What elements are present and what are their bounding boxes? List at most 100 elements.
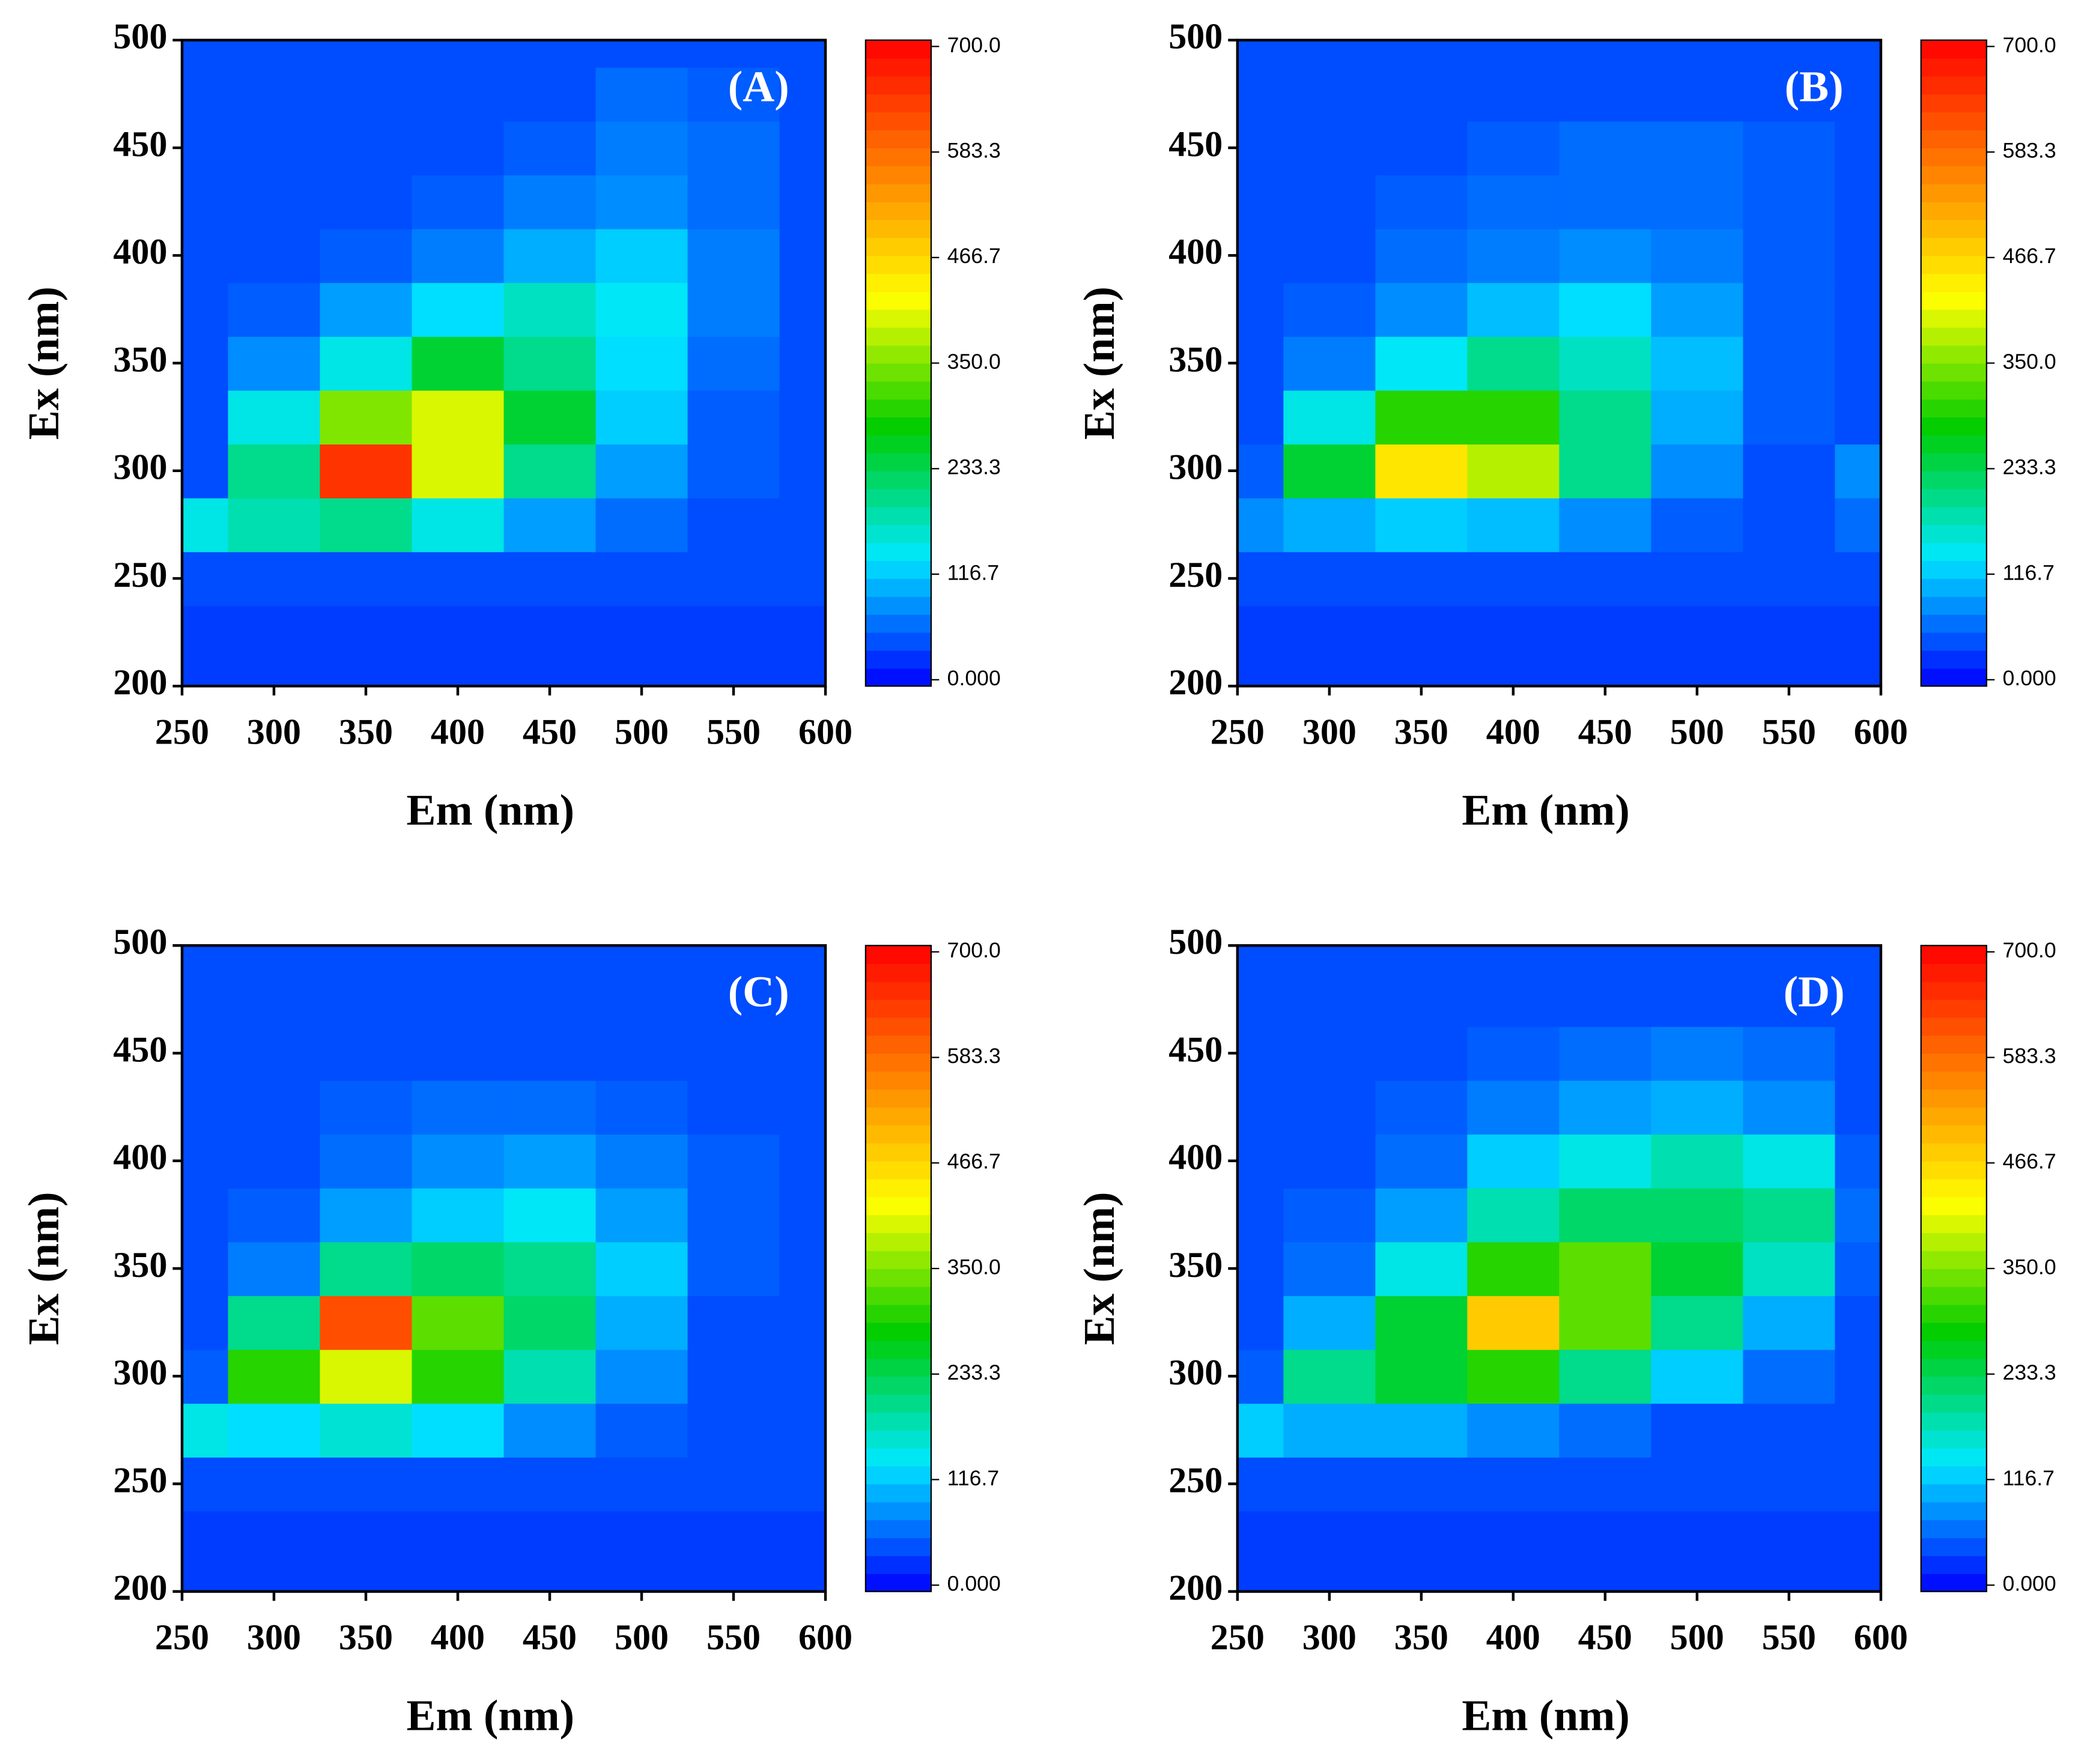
heat-cell bbox=[412, 1403, 505, 1458]
heat-cell bbox=[1835, 390, 1882, 445]
heat-cell bbox=[687, 1456, 780, 1512]
heat-cell bbox=[1467, 1026, 1560, 1081]
heat-cell bbox=[595, 1241, 688, 1296]
y-tick-label: 300 bbox=[1168, 1353, 1223, 1393]
heat-cell bbox=[1835, 174, 1882, 229]
y-tick-label: 300 bbox=[113, 1353, 167, 1393]
heat-cell bbox=[228, 390, 321, 445]
heat-cell bbox=[1283, 972, 1376, 1027]
heat-cell bbox=[412, 1511, 505, 1566]
heat-cell bbox=[228, 1133, 321, 1189]
colorbar-band bbox=[1921, 1250, 1987, 1269]
heat-cell bbox=[1467, 40, 1560, 68]
colorbar-band bbox=[865, 981, 931, 1000]
heat-cell bbox=[320, 497, 413, 553]
heat-cell bbox=[412, 605, 505, 660]
heat-cell bbox=[503, 1349, 597, 1404]
heat-cell bbox=[1467, 336, 1560, 391]
x-tick-label: 250 bbox=[155, 1617, 209, 1658]
colorbar-band bbox=[1921, 1268, 1987, 1287]
heat-cell bbox=[412, 1241, 505, 1296]
x-tick-label: 500 bbox=[615, 1617, 669, 1658]
heat-cell bbox=[182, 1564, 229, 1592]
heat-cell bbox=[182, 1241, 229, 1296]
heat-cell bbox=[182, 228, 229, 283]
x-axis-title: Em (nm) bbox=[1462, 1691, 1630, 1739]
heat-cell bbox=[182, 551, 229, 606]
heat-cell bbox=[1283, 228, 1376, 283]
heat-cell bbox=[779, 228, 827, 283]
x-axis-title: Em (nm) bbox=[406, 786, 574, 834]
heat-cell bbox=[182, 1080, 229, 1135]
heat-cell bbox=[779, 497, 827, 553]
heat-cell bbox=[595, 174, 688, 229]
colorbar-band bbox=[1921, 345, 1987, 364]
heat-cell bbox=[1283, 497, 1376, 553]
heat-cell bbox=[503, 945, 597, 974]
heat-cell bbox=[182, 443, 229, 499]
heat-cell bbox=[320, 605, 413, 660]
heat-cell bbox=[687, 1080, 780, 1135]
heat-cell bbox=[320, 1564, 413, 1592]
x-tick-label: 250 bbox=[155, 712, 209, 752]
y-tick-label: 300 bbox=[1168, 447, 1223, 488]
heat-cell bbox=[412, 1080, 505, 1135]
colorbar-band bbox=[865, 963, 931, 982]
heat-cell bbox=[228, 1564, 321, 1592]
heat-cell bbox=[1559, 1349, 1652, 1404]
heat-cell bbox=[595, 1133, 688, 1189]
heat-cell bbox=[1237, 1026, 1284, 1081]
heat-cell bbox=[1835, 1133, 1882, 1189]
heat-cell bbox=[1467, 551, 1560, 606]
colorbar-band bbox=[865, 1412, 931, 1431]
heat-cell bbox=[182, 659, 229, 687]
x-tick-label: 300 bbox=[1302, 1617, 1356, 1658]
heat-cell bbox=[503, 972, 597, 1027]
heat-cell bbox=[1559, 1241, 1652, 1296]
y-tick-label: 250 bbox=[1168, 1460, 1223, 1500]
heat-cell bbox=[687, 1187, 780, 1243]
heat-cell bbox=[1283, 1511, 1376, 1566]
heat-cell bbox=[1375, 1511, 1468, 1566]
heat-cell bbox=[1835, 1187, 1882, 1243]
colorbar-band bbox=[865, 632, 931, 651]
colorbar-band bbox=[865, 435, 931, 453]
heat-cell bbox=[1651, 497, 1744, 553]
heat-cell bbox=[228, 1080, 321, 1135]
heat-cell bbox=[1559, 390, 1652, 445]
colorbar-band bbox=[865, 94, 931, 113]
y-tick-label: 450 bbox=[113, 1029, 167, 1070]
colorbar-band bbox=[1921, 963, 1987, 982]
colorbar-band bbox=[1921, 999, 1987, 1018]
colorbar-band bbox=[1921, 560, 1987, 579]
colorbar-band bbox=[1921, 130, 1987, 148]
heat-cell bbox=[1237, 1241, 1284, 1296]
heat-cell bbox=[1743, 497, 1836, 553]
heat-cell bbox=[779, 121, 827, 175]
heat-cell bbox=[687, 497, 780, 553]
heat-cell bbox=[779, 1026, 827, 1081]
heat-cell bbox=[1743, 551, 1836, 606]
heat-cell bbox=[1237, 1295, 1284, 1350]
colorbar-tick-label: 466.7 bbox=[2003, 244, 2056, 268]
heat-cell bbox=[182, 1349, 229, 1404]
heat-cell bbox=[320, 945, 413, 974]
colorbar-band bbox=[865, 1304, 931, 1323]
heat-cell bbox=[1237, 121, 1284, 175]
heat-cell bbox=[687, 390, 780, 445]
heat-cell bbox=[1651, 1349, 1744, 1404]
colorbar-band bbox=[865, 40, 931, 59]
heat-cell bbox=[687, 945, 780, 974]
heat-cell bbox=[228, 67, 321, 122]
colorbar-band bbox=[865, 614, 931, 633]
colorbar-band bbox=[865, 945, 931, 965]
heat-cell bbox=[779, 282, 827, 337]
heat-cell bbox=[228, 551, 321, 606]
heat-cell bbox=[687, 659, 780, 687]
heat-cell bbox=[228, 659, 321, 687]
heat-cell bbox=[1835, 1295, 1882, 1350]
colorbar-band bbox=[865, 596, 931, 615]
x-tick-label: 350 bbox=[1394, 1617, 1448, 1658]
heat-cell bbox=[1375, 1456, 1468, 1512]
heat-cell bbox=[1835, 121, 1882, 175]
